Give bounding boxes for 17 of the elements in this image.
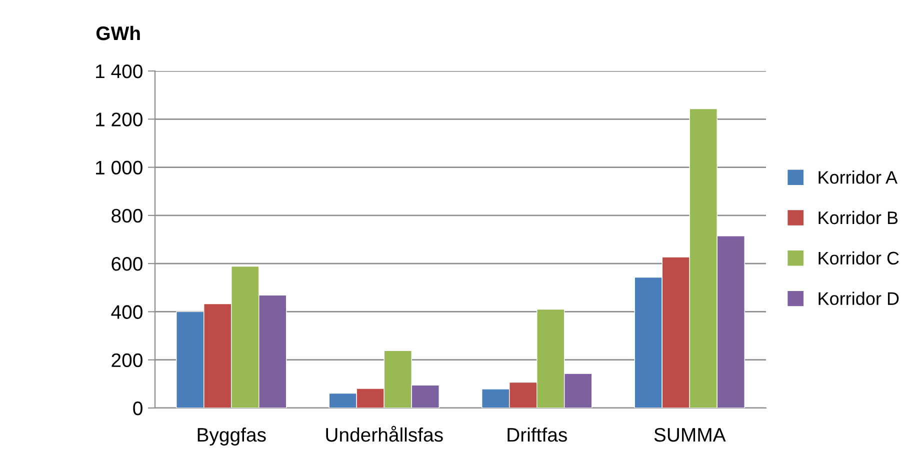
x-tick-label: Byggfas [198, 427, 266, 446]
y-tick-label: 1 400 [96, 64, 142, 78]
y-tick-label: 600 [112, 257, 142, 271]
y-tick-label: 0 [133, 401, 142, 416]
legend-label: Korridor A [818, 170, 898, 184]
y-tick-label: 1 000 [96, 160, 142, 175]
legend-label: Korridor B [818, 210, 898, 224]
y-tick-label: 800 [112, 208, 142, 223]
legend-label: Korridor C [818, 251, 899, 265]
x-tick-label: SUMMA [654, 428, 726, 442]
y-tick-label: 200 [112, 353, 142, 368]
legend-label: Korridor D [818, 292, 899, 305]
y-tick-label: 1 200 [96, 112, 142, 126]
x-tick-label: Underhållsfas [326, 426, 443, 442]
y-tick-label: 400 [111, 305, 142, 319]
y-axis-title: GWh [96, 26, 140, 40]
x-tick-label: Driftfas [508, 427, 567, 442]
